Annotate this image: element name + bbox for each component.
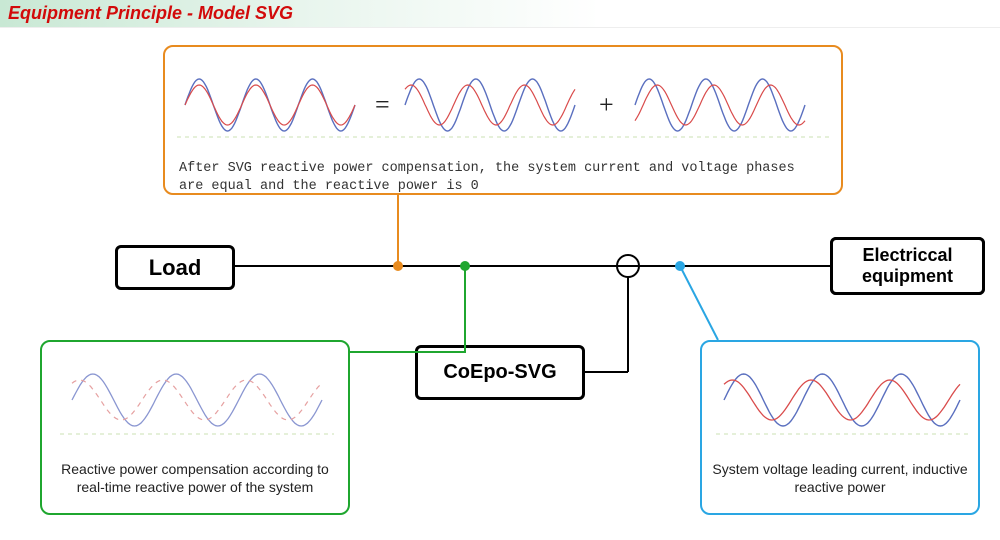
- load-label: Load: [149, 255, 202, 281]
- coepo-node: CoEpo-SVG: [415, 345, 585, 400]
- svg-text:+: +: [599, 90, 614, 119]
- equipment-node-overlay: Electriccal equipment: [830, 237, 985, 295]
- svg-text:=: =: [375, 90, 390, 119]
- callout-right-caption: System voltage leading current, inductiv…: [702, 457, 978, 504]
- callout-top-caption: After SVG reactive power compensation, t…: [165, 160, 841, 204]
- equipment-label-l1b: Electriccal: [862, 245, 952, 266]
- wave-right-icon: [702, 342, 982, 452]
- callout-left-caption: Reactive power compensation according to…: [42, 457, 348, 504]
- load-node: Load: [115, 245, 235, 290]
- callout-top: =+ After SVG reactive power compensation…: [163, 45, 843, 195]
- equipment-label-l2: equipment: [862, 266, 953, 287]
- callout-right: System voltage leading current, inductiv…: [700, 340, 980, 515]
- wave-equation-icon: =+: [165, 47, 845, 155]
- callout-left: Reactive power compensation according to…: [40, 340, 350, 515]
- page-title: Equipment Principle - Model SVG: [8, 3, 293, 23]
- coepo-label: CoEpo-SVG: [443, 361, 556, 384]
- header-bar: Equipment Principle - Model SVG: [0, 0, 1000, 28]
- wave-left-icon: [42, 342, 352, 452]
